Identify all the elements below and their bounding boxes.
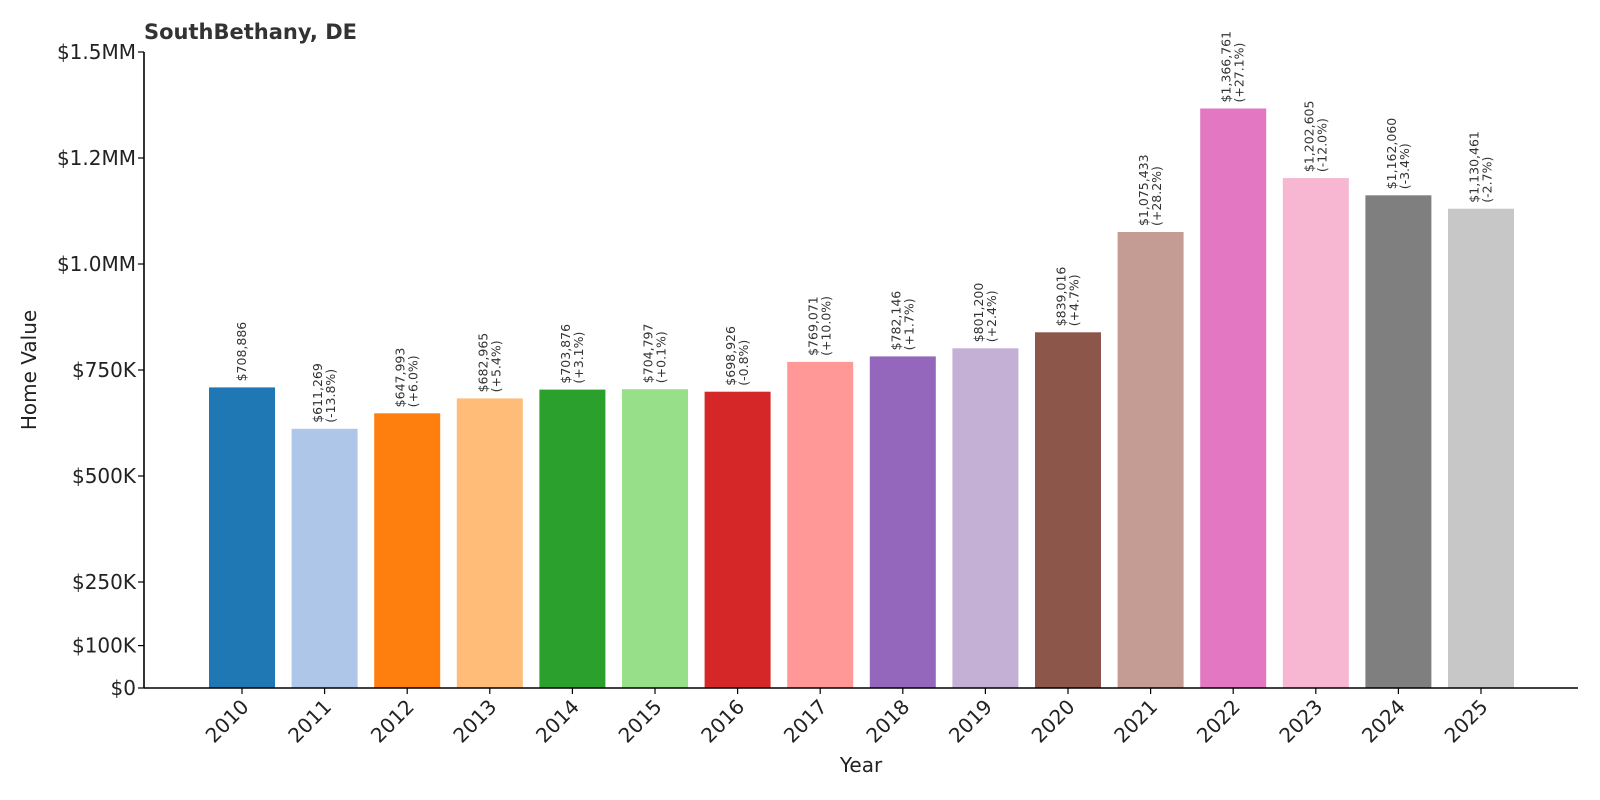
bar-2018 (869, 356, 936, 688)
value-label-2023: $1,202,605 (1301, 101, 1316, 173)
y-axis-label: Home Value (17, 310, 41, 430)
x-tick-label-2024: 2024 (1357, 695, 1410, 748)
change-label-2017: (+10.0%) (819, 296, 834, 356)
change-label-2023: (-12.0%) (1314, 118, 1329, 172)
value-label-2013: $682,965 (475, 333, 490, 393)
bar-2011 (291, 428, 358, 688)
change-label-2020: (+4.7%) (1067, 274, 1082, 326)
y-tick-label: $1.0MM (57, 252, 136, 276)
y-tick-label: $1.5MM (57, 40, 136, 64)
value-label-2020: $839,016 (1054, 267, 1069, 327)
change-label-2014: (+3.1%) (571, 332, 586, 384)
change-label-2024: (-3.4%) (1397, 143, 1412, 189)
value-label-2012: $647,993 (393, 348, 408, 408)
x-tick-label-2011: 2011 (283, 695, 336, 748)
x-tick-label-2014: 2014 (531, 695, 584, 748)
change-label-2016: (-0.8%) (736, 340, 751, 386)
value-label-2022: $1,366,761 (1219, 31, 1234, 103)
value-label-2010: $708,886 (234, 322, 249, 382)
y-tick-label: $500K (72, 464, 137, 488)
y-tick-label: $250K (72, 570, 137, 594)
bar-2014 (539, 389, 606, 688)
change-label-2013: (+5.4%) (488, 340, 503, 392)
value-label-2021: $1,075,433 (1136, 154, 1151, 226)
bars-group (209, 108, 1514, 689)
change-label-2015: (+0.1%) (654, 331, 669, 383)
x-tick-label-2020: 2020 (1027, 695, 1080, 748)
bar-2013 (456, 398, 523, 688)
value-label-2024: $1,162,060 (1384, 118, 1399, 190)
y-axis: $0 $100K $250K $500K $750K $1.0MM $1.2MM $1.5MM (57, 40, 145, 700)
y-tick-label: $750K (72, 358, 137, 382)
x-tick-label-2019: 2019 (944, 695, 997, 748)
y-tick-label: $1.2MM (57, 146, 136, 170)
change-label-2021: (+28.2%) (1149, 166, 1164, 226)
x-tick-label-2015: 2015 (614, 695, 667, 748)
change-label-2019: (+2.4%) (984, 290, 999, 342)
bar-2021 (1117, 232, 1184, 688)
y-tick-label: $100K (72, 634, 137, 658)
bar-2025 (1448, 208, 1514, 688)
x-tick-label-2025: 2025 (1440, 695, 1493, 748)
bar-2010 (209, 387, 275, 688)
x-tick-label-2016: 2016 (696, 695, 749, 748)
x-tick-label-2021: 2021 (1109, 695, 1162, 748)
data-labels-group: $708,886 $611,269(-13.8%) $647,993(+6.0%) $… (234, 31, 1495, 423)
x-axis: 2010 2011 2012 2013 2014 2015 2016 2017 2018 2019… (144, 687, 1578, 748)
bar-2012 (374, 413, 441, 688)
x-tick-label-2022: 2022 (1192, 695, 1245, 748)
value-label-2015: $704,797 (641, 324, 656, 384)
value-label-2016: $698,926 (723, 326, 738, 386)
x-tick-label-2013: 2013 (448, 695, 501, 748)
bar-2019 (952, 348, 1019, 688)
bar-2020 (1035, 332, 1101, 688)
x-tick-label-2023: 2023 (1274, 695, 1327, 748)
change-label-2012: (+6.0%) (406, 355, 421, 407)
x-tick-label-2018: 2018 (861, 695, 914, 748)
value-label-2018: $782,146 (888, 291, 903, 351)
change-label-2025: (-2.7%) (1480, 157, 1495, 203)
bar-2022 (1200, 108, 1267, 688)
change-label-2018: (+1.7%) (901, 298, 916, 350)
bar-2023 (1282, 178, 1349, 688)
y-tick-label: $0 (111, 676, 136, 700)
bar-2016 (704, 391, 771, 688)
x-axis-label: Year (839, 753, 883, 777)
value-label-2025: $1,130,461 (1467, 131, 1482, 203)
value-label-2017: $769,071 (806, 296, 821, 356)
x-tick-label-2012: 2012 (366, 695, 419, 748)
x-tick-label-2017: 2017 (779, 695, 832, 748)
change-label-2011: (-13.8%) (323, 369, 338, 423)
x-tick-label-2010: 2010 (201, 695, 254, 748)
value-label-2011: $611,269 (310, 363, 325, 423)
bar-2015 (622, 389, 688, 688)
bar-2024 (1365, 195, 1432, 689)
value-label-2014: $703,876 (558, 324, 573, 384)
chart-title: SouthBethany, DE (144, 20, 357, 44)
change-label-2022: (+27.1%) (1232, 43, 1247, 103)
value-label-2019: $801,200 (971, 283, 986, 343)
bar-2017 (787, 361, 854, 688)
